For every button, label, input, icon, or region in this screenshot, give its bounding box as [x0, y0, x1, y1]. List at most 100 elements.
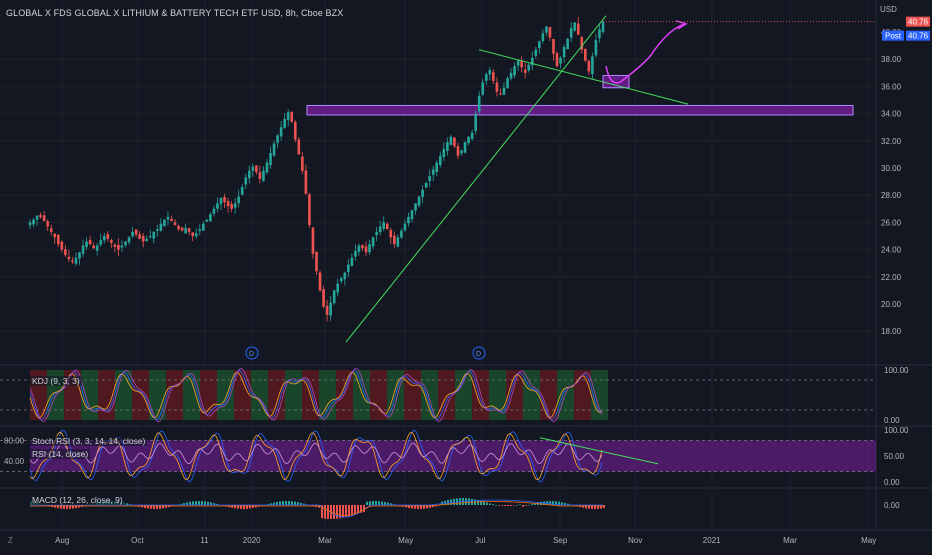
rsi-left-tick: 80.00: [4, 436, 25, 445]
candle-body: [88, 240, 92, 245]
kdj-zone-band: [489, 370, 506, 420]
macd-histogram-bar: [285, 501, 287, 505]
macd-histogram-bar: [324, 505, 326, 519]
candle-body: [110, 240, 113, 243]
price-tick: 18.00: [881, 327, 902, 336]
macd-histogram-bar: [135, 505, 137, 506]
post-label-tag: [882, 30, 904, 41]
macd-histogram-bar: [156, 505, 158, 509]
dividend-marker-label: D: [249, 351, 254, 358]
price-tick: 26.00: [881, 218, 902, 227]
candle-body: [223, 197, 226, 202]
candle-body: [64, 249, 67, 256]
time-axis-label: May: [861, 536, 876, 545]
time-axis-label: 2020: [243, 536, 261, 545]
kdj-zone-band: [319, 370, 336, 420]
kdj-zone-band: [540, 370, 557, 420]
candle-body: [49, 228, 53, 232]
macd-histogram-bar: [414, 505, 416, 509]
candle-body: [453, 137, 456, 147]
projection-arrowhead: [675, 20, 688, 30]
price-tick: 24.00: [881, 246, 902, 255]
macd-histogram-bar: [249, 505, 251, 509]
candle-body: [237, 196, 240, 204]
macd-histogram-bar: [207, 501, 209, 505]
price-tick: 38.00: [881, 55, 902, 64]
candle-body: [170, 218, 173, 222]
macd-histogram-bar: [372, 501, 374, 505]
candle-body: [156, 229, 159, 231]
price-tick: 20.00: [881, 300, 902, 309]
kdj-zone-band: [200, 370, 217, 420]
candle-body: [417, 196, 421, 206]
kdj-zone-band: [217, 370, 234, 420]
dividend-marker: [472, 346, 486, 360]
candle-body: [534, 49, 538, 56]
candle-body: [347, 264, 350, 273]
macd-histogram-bar: [564, 502, 566, 505]
macd-histogram-bar: [180, 503, 182, 505]
candle-body: [262, 170, 265, 181]
macd-label[interactable]: MACD (12, 26, close, 9): [30, 495, 125, 505]
post-price-value: 40.76: [908, 32, 929, 41]
macd-histogram-bar: [282, 501, 284, 505]
candle-body: [315, 251, 318, 272]
candle-body: [127, 237, 131, 243]
candle-body: [247, 170, 251, 179]
candle-body: [283, 119, 286, 128]
kdj-zone-band: [115, 370, 132, 420]
candle-body: [141, 236, 145, 242]
currency-label: USD: [880, 5, 897, 14]
candle-body: [513, 66, 516, 76]
candle-body: [382, 222, 386, 229]
macd-histogram-bar: [495, 504, 497, 506]
candle-body: [527, 64, 531, 71]
post-label: Post: [885, 32, 902, 41]
candle-body: [421, 189, 424, 197]
candle-body: [499, 93, 502, 95]
candle-body: [378, 226, 382, 233]
macd-histogram-bar: [66, 505, 68, 509]
macd-histogram-bar: [72, 505, 74, 509]
macd-histogram-bar: [549, 501, 551, 505]
kdj-zone-band: [98, 370, 115, 420]
candle-body: [354, 250, 357, 257]
macd-histogram-bar: [294, 501, 296, 505]
candle-body: [290, 111, 294, 122]
candle-body: [134, 229, 138, 235]
macd-histogram-bar: [510, 505, 512, 506]
rsi-label[interactable]: RSI (14, close): [30, 449, 91, 459]
stoch-rsi-label[interactable]: Stoch RSI (3, 3, 14, 14, close): [30, 436, 148, 446]
candle-body: [311, 227, 315, 254]
candle-body: [350, 257, 354, 266]
macd-histogram-bar: [534, 503, 536, 505]
macd-histogram-bar: [279, 501, 281, 505]
kdj-zone-band: [268, 370, 285, 420]
macd-histogram-bar: [216, 503, 218, 505]
candle-body: [467, 136, 470, 144]
candle-body: [28, 222, 32, 226]
candle-body: [209, 214, 212, 222]
candle-body: [35, 215, 39, 220]
macd-histogram-bar: [165, 505, 167, 508]
candle-body: [184, 227, 187, 234]
macd-histogram-bar: [552, 501, 554, 505]
kdj-label[interactable]: KDJ (9, 3, 3): [30, 376, 82, 386]
candle-body: [226, 201, 230, 207]
candle-body: [410, 210, 414, 220]
macd-tick: 0.00: [884, 501, 900, 510]
candle-body: [403, 223, 407, 231]
macd-histogram-bar: [276, 501, 278, 505]
candle-body: [520, 60, 523, 68]
macd-histogram-bar: [567, 503, 569, 505]
candle-body: [364, 246, 368, 253]
candle-body: [240, 187, 244, 195]
candle-body: [538, 41, 541, 49]
kdj-zone-band: [438, 370, 455, 420]
macd-histogram-bar: [348, 505, 350, 517]
macd-histogram-bar: [489, 503, 491, 505]
candle-body: [39, 215, 42, 217]
price-tick: 30.00: [881, 164, 902, 173]
candle-body: [265, 162, 269, 173]
